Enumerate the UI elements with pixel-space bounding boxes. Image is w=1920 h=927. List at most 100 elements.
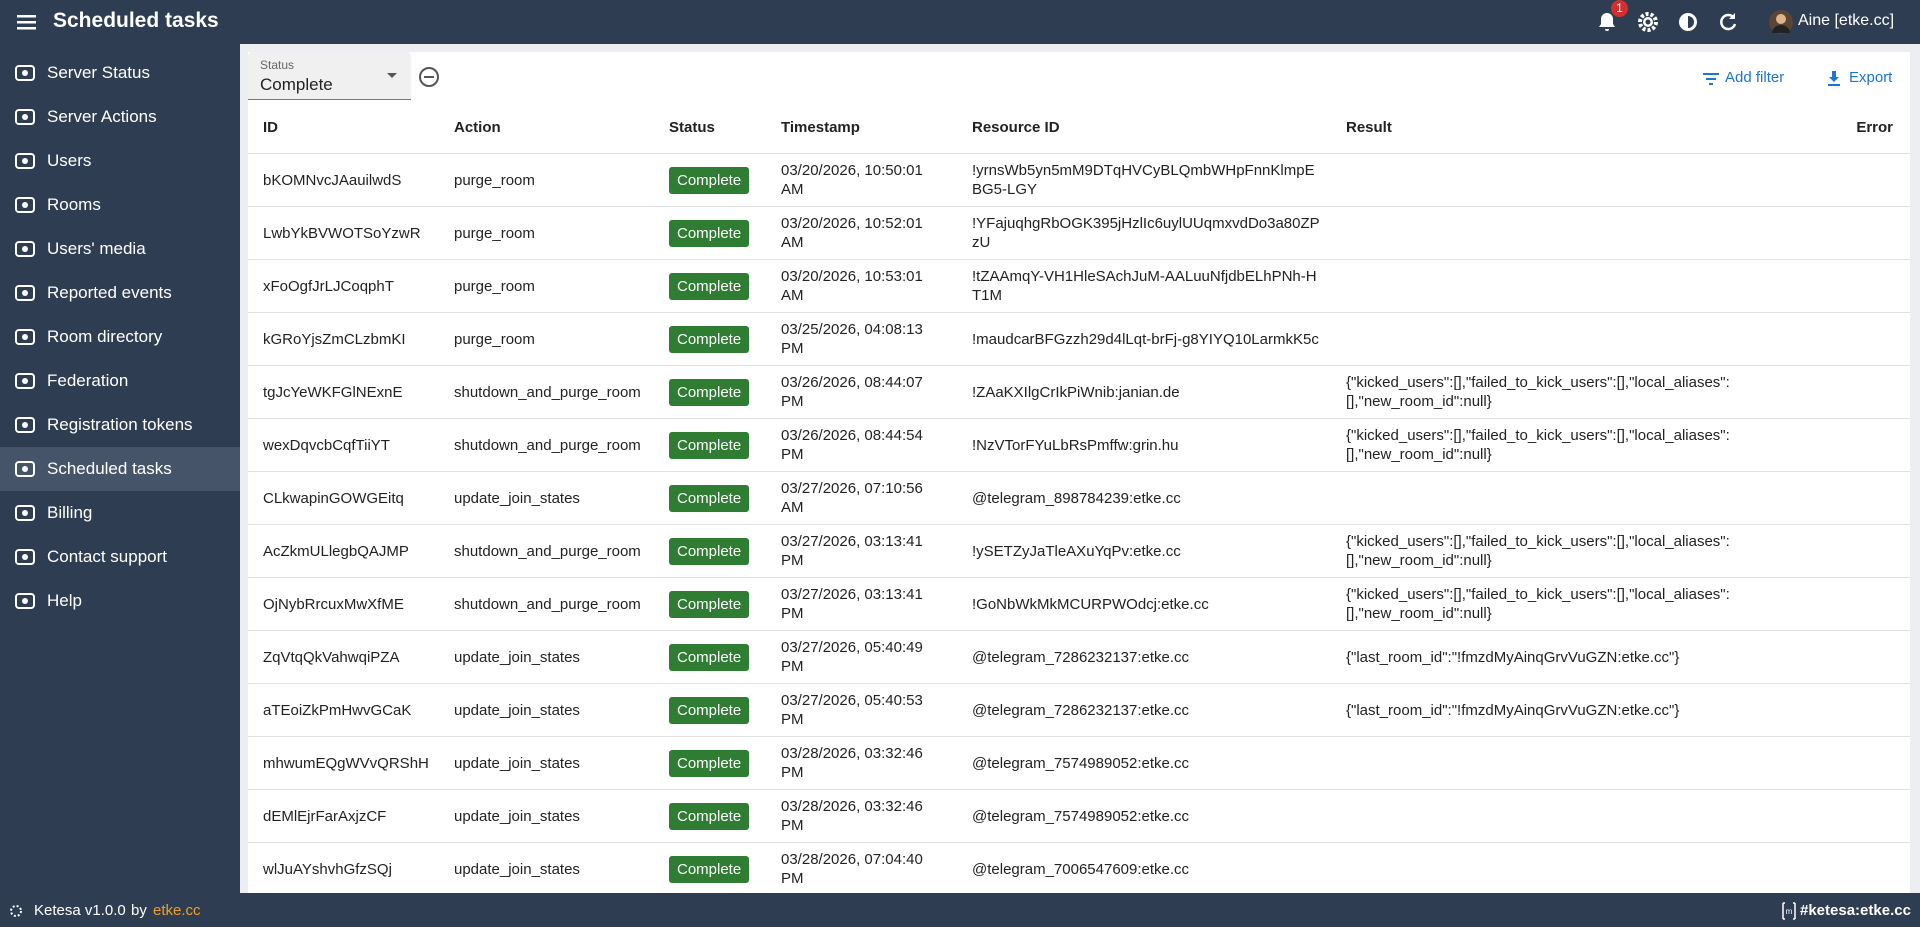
table-row[interactable]: LwbYkBVWOTSoYzwR purge_room Complete 03/20/… <box>248 207 1910 260</box>
settings-button[interactable] <box>1636 10 1660 34</box>
status-cell: Complete <box>669 684 769 736</box>
id-cell: aTEoiZkPmHwvGCaK <box>263 701 412 719</box>
column-header[interactable]: Timestamp <box>781 118 860 136</box>
export-button[interactable]: Export <box>1849 69 1893 86</box>
table-row[interactable]: CLkwapinGOWGEitq update_join_states Comple… <box>248 472 1910 525</box>
id-cell: dEMlEjrFarAxjzCF <box>263 807 387 825</box>
nav-icon <box>15 549 35 565</box>
room-link[interactable]: #ketesa:etke.cc <box>1800 902 1911 919</box>
timestamp-cell: 03/25/2026, 04:08:13 PM <box>781 321 923 357</box>
status-chip: Complete <box>669 484 750 512</box>
id-cell: kGRoYjsZmCLzbmKI <box>263 330 406 348</box>
table-row[interactable]: tgJcYeWKFGlNExnE shutdown_and_purge_room C… <box>248 366 1910 419</box>
nav-item[interactable]: Rooms <box>0 183 240 227</box>
menu-button[interactable] <box>15 11 39 33</box>
status-chip: Complete <box>669 855 750 883</box>
table-row[interactable]: kGRoYjsZmCLzbmKI purge_room Complete 03/25/… <box>248 313 1910 366</box>
status-chip: Complete <box>669 643 750 671</box>
timestamp-cell: 03/27/2026, 03:13:41 PM <box>781 533 923 569</box>
filter-value: Complete <box>260 75 333 94</box>
status-chip: Complete <box>669 696 750 724</box>
nav-item[interactable]: Server Actions <box>0 95 240 139</box>
status-cell: Complete <box>669 260 769 312</box>
action-cell: shutdown_and_purge_room <box>454 595 641 613</box>
status-filter[interactable]: Status Complete <box>248 52 411 100</box>
column-header[interactable]: Result <box>1346 118 1392 136</box>
sidebar: Server Status Server Actions Users Rooms Use… <box>0 44 240 893</box>
status-cell: Complete <box>669 472 769 524</box>
table-row[interactable]: OjNybRrcuxMwXfME shutdown_and_purge_room C… <box>248 578 1910 631</box>
nav-item[interactable]: Registration tokens <box>0 403 240 447</box>
table-row[interactable]: xFoOgfJrLJCoqphT purge_room Complete 03/20/… <box>248 260 1910 313</box>
notifications-button[interactable] <box>1595 10 1619 34</box>
status-cell: Complete <box>669 154 769 206</box>
status-cell: Complete <box>669 790 769 842</box>
nav-item[interactable]: Room directory <box>0 315 240 359</box>
column-header[interactable]: Status <box>669 118 715 136</box>
resource-id-cell: !YFajuqhgRbOGK395jHzlIc6uylUUqmxvdDo3a80… <box>972 215 1320 251</box>
nav-item[interactable]: Federation <box>0 359 240 403</box>
table-row[interactable]: ZqVtqQkVahwqiPZA update_join_states Comple… <box>248 631 1910 684</box>
nav-icon <box>15 109 35 125</box>
nav-item[interactable]: Contact support <box>0 535 240 579</box>
id-cell: ZqVtqQkVahwqiPZA <box>263 648 400 666</box>
nav-item[interactable]: Users <box>0 139 240 183</box>
nav-item[interactable]: Help <box>0 579 240 623</box>
action-cell: update_join_states <box>454 701 580 719</box>
result-cell: {"kicked_users":[],"failed_to_kick_users… <box>1346 586 1730 622</box>
timestamp-cell: 03/28/2026, 03:32:46 PM <box>781 798 923 834</box>
nav-icon <box>15 329 35 345</box>
nav-item[interactable]: Server Status <box>0 51 240 95</box>
nav-item[interactable]: Billing <box>0 491 240 535</box>
resource-id-cell: !yrnsWb5yn5mM9DTqHVCyBLQmbWHpFnnKlmpEBG5… <box>972 162 1315 198</box>
status-cell: Complete <box>669 313 769 365</box>
result-cell: {"kicked_users":[],"failed_to_kick_users… <box>1346 374 1730 410</box>
table-row[interactable]: wexDqvcbCqfTiiYT shutdown_and_purge_room C… <box>248 419 1910 472</box>
table-row[interactable]: wlJuAYshvhGfzSQj update_join_states Comple… <box>248 843 1910 893</box>
nav-icon <box>15 285 35 301</box>
theme-button[interactable] <box>1676 10 1700 34</box>
table-row[interactable]: aTEoiZkPmHwvGCaK update_join_states Comple… <box>248 684 1910 737</box>
table-row[interactable]: mhwumEQgWVvQRShH update_join_states Comple… <box>248 737 1910 790</box>
add-filter-button[interactable]: Add filter <box>1725 69 1785 86</box>
refresh-button[interactable] <box>1716 10 1740 34</box>
id-cell: xFoOgfJrLJCoqphT <box>263 277 394 295</box>
filter-label: Status <box>260 58 295 72</box>
nav-item[interactable]: Reported events <box>0 271 240 315</box>
column-header[interactable]: Resource ID <box>972 118 1060 136</box>
timestamp-cell: 03/28/2026, 03:32:46 PM <box>781 745 923 781</box>
table-row[interactable]: dEMlEjrFarAxjzCF update_join_states Comple… <box>248 790 1910 843</box>
timestamp-cell: 03/20/2026, 10:52:01 AM <box>781 215 923 251</box>
filter-icon <box>1703 73 1719 85</box>
nav-item[interactable]: Users' media <box>0 227 240 271</box>
nav-icon <box>15 505 35 521</box>
app-bar: Scheduled tasks 1 Aine [etke.cc] <box>0 0 1920 44</box>
user-avatar[interactable] <box>1768 9 1794 35</box>
column-header[interactable]: Action <box>454 118 501 136</box>
id-cell: wlJuAYshvhGfzSQj <box>263 860 392 878</box>
result-cell: {"kicked_users":[],"failed_to_kick_users… <box>1346 533 1730 569</box>
status-chip: Complete <box>669 431 750 459</box>
timestamp-cell: 03/26/2026, 08:44:54 PM <box>781 427 923 463</box>
footer-link[interactable]: etke.cc <box>153 902 201 919</box>
column-header[interactable]: Error <box>1856 118 1893 136</box>
column-header[interactable]: ID <box>263 118 278 136</box>
resource-id-cell: !maudcarBFGzzh29d4lLqt-brFj-g8YIYQ10Larm… <box>972 330 1319 348</box>
resource-id-cell: !GoNbWkMkMCURPWOdcj:etke.cc <box>972 595 1209 613</box>
status-cell: Complete <box>669 366 769 418</box>
resource-id-cell: @telegram_898784239:etke.cc <box>972 489 1181 507</box>
resource-id-cell: @telegram_7286232137:etke.cc <box>972 701 1190 719</box>
status-chip: Complete <box>669 802 750 830</box>
status-cell: Complete <box>669 631 769 683</box>
status-chip: Complete <box>669 537 750 565</box>
action-cell: shutdown_and_purge_room <box>454 383 641 401</box>
table-row[interactable]: AcZkmULlegbQAJMP shutdown_and_purge_room C… <box>248 525 1910 578</box>
nav-item[interactable]: Scheduled tasks <box>0 447 240 491</box>
table-row[interactable]: bKOMNvcJAauilwdS purge_room Complete 03/20/… <box>248 154 1910 207</box>
app-version: Ketesa v1.0.0 <box>34 902 126 919</box>
resource-id-cell: @telegram_7574989052:etke.cc <box>972 807 1190 825</box>
nav-icon <box>15 373 35 389</box>
remove-filter-button[interactable] <box>418 66 440 88</box>
user-name[interactable]: Aine [etke.cc] <box>1798 12 1895 29</box>
